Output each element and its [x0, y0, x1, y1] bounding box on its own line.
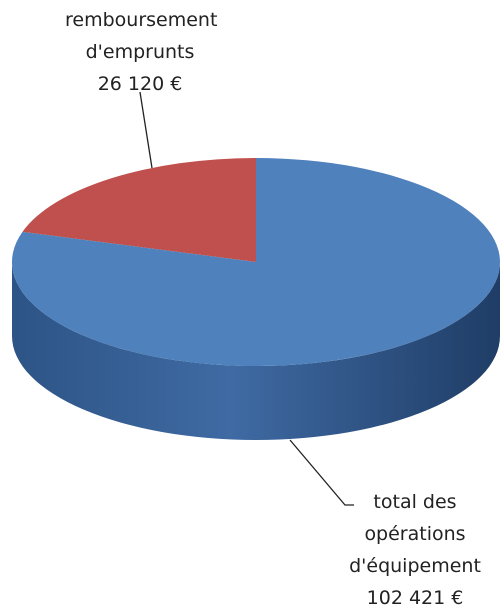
value-label: 26 120 € [97, 73, 183, 95]
slice-label: total des opérations d'équipement 102 42… [340, 486, 490, 614]
pie-slice [22, 158, 256, 262]
leader-line [289, 439, 354, 506]
value-label: 102 421 € [366, 587, 464, 609]
pie-side [12, 262, 500, 440]
category-label: remboursement d'emprunts [65, 9, 218, 63]
pie-slice [11, 158, 501, 366]
category-label: total des opérations d'équipement [349, 491, 481, 577]
leader-line [139, 91, 153, 169]
slice-label: remboursement d'emprunts 26 120 € [65, 4, 218, 100]
